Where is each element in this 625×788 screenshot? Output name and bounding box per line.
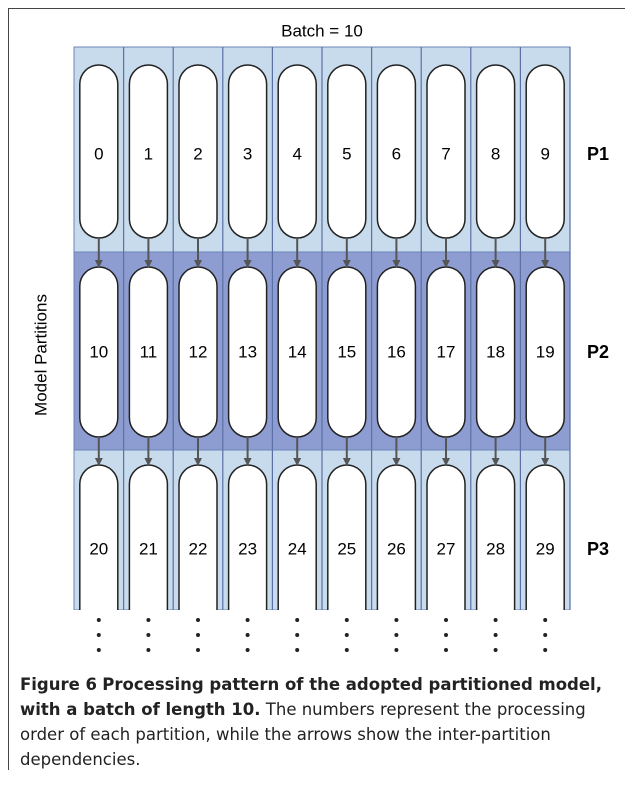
continuation-dot (96, 648, 101, 652)
cell-number: 23 (238, 539, 257, 558)
continuation-dot (444, 633, 448, 637)
pill (227, 464, 268, 610)
partition-label: P2 (587, 342, 609, 362)
cell-number: 8 (491, 144, 500, 163)
continuation-dot (146, 633, 151, 637)
cell-number: 6 (392, 144, 401, 163)
cell-number: 9 (540, 144, 549, 163)
continuation-dot (245, 633, 250, 637)
continuation-dot (344, 618, 349, 622)
cell-number: 3 (243, 144, 252, 163)
cell-number: 21 (139, 539, 158, 558)
cell-number: 25 (337, 539, 356, 558)
cell-number: 10 (89, 342, 108, 361)
cell-number: 5 (342, 144, 351, 163)
continuation-dot (543, 618, 548, 622)
cell-number: 16 (387, 342, 406, 361)
cell-number: 4 (292, 144, 301, 163)
continuation-dot (543, 648, 548, 652)
partition-label: P1 (587, 144, 609, 164)
cell-number: 14 (288, 342, 307, 361)
continuation-dot (96, 633, 101, 637)
continuation-dot (196, 618, 200, 622)
cell-number: 7 (441, 144, 450, 163)
batch-label: Batch = 10 (281, 21, 363, 40)
caption-label: Figure 6 (20, 675, 98, 694)
cell-number: 28 (486, 539, 505, 558)
continuation-dot (344, 648, 349, 652)
cell-number: 12 (189, 342, 208, 361)
continuation-dot (394, 618, 399, 622)
cell-number: 2 (193, 144, 202, 163)
cell-number: 29 (536, 539, 555, 558)
continuation-dot (295, 633, 300, 637)
pill (525, 464, 565, 610)
pill (128, 464, 169, 610)
continuation-dot (96, 618, 101, 622)
continuation-dot (245, 618, 250, 622)
figure: Batch = 10 Model Partitions 0 1 2 3 4 5 6 7 8 9 P1… (8, 8, 625, 665)
cell-number: 27 (437, 539, 456, 558)
cell-number: 20 (89, 539, 108, 558)
continuation-dot (344, 633, 349, 637)
pill (277, 464, 317, 610)
cell-number: 26 (387, 539, 406, 558)
pill (178, 464, 218, 610)
caption: Figure 6 Processing pattern of the adopt… (20, 672, 618, 772)
cell-number: 19 (536, 342, 555, 361)
pill (426, 464, 466, 610)
continuation-dot (444, 648, 448, 652)
cell-number: 24 (288, 539, 307, 558)
cell-number: 13 (238, 342, 257, 361)
continuation-dot (146, 648, 151, 652)
continuation-dot (196, 633, 200, 637)
caption-title: Processing pattern of the adopted partit… (20, 675, 602, 719)
partition-label: P3 (587, 539, 609, 559)
continuation-dot (493, 618, 498, 622)
cell-number: 1 (144, 144, 153, 163)
pill (327, 464, 367, 610)
pill (79, 464, 119, 610)
cell-number: 17 (437, 342, 456, 361)
grid (73, 46, 571, 610)
continuation-dot (196, 648, 200, 652)
cell-number: 18 (486, 342, 505, 361)
continuation-dot (394, 633, 399, 637)
continuation-dot (295, 618, 300, 622)
pill (475, 464, 516, 610)
pill (376, 464, 417, 610)
caption-text: The numbers represent the processing ord… (20, 700, 586, 769)
cell-number: 15 (337, 342, 356, 361)
continuation-dot (493, 633, 498, 637)
cell-number: 11 (140, 342, 158, 361)
continuation-dot (146, 618, 151, 622)
cell-number: 22 (189, 539, 208, 558)
cell-number: 0 (94, 144, 103, 163)
continuation-dot (444, 618, 448, 622)
continuation-dot (295, 648, 300, 652)
frame-left-lower (8, 665, 9, 770)
continuation-dot (394, 648, 399, 652)
continuation-dot (245, 648, 250, 652)
continuation-dot (543, 633, 548, 637)
continuation-dot (493, 648, 498, 652)
side-label: Model Partitions (31, 294, 50, 416)
